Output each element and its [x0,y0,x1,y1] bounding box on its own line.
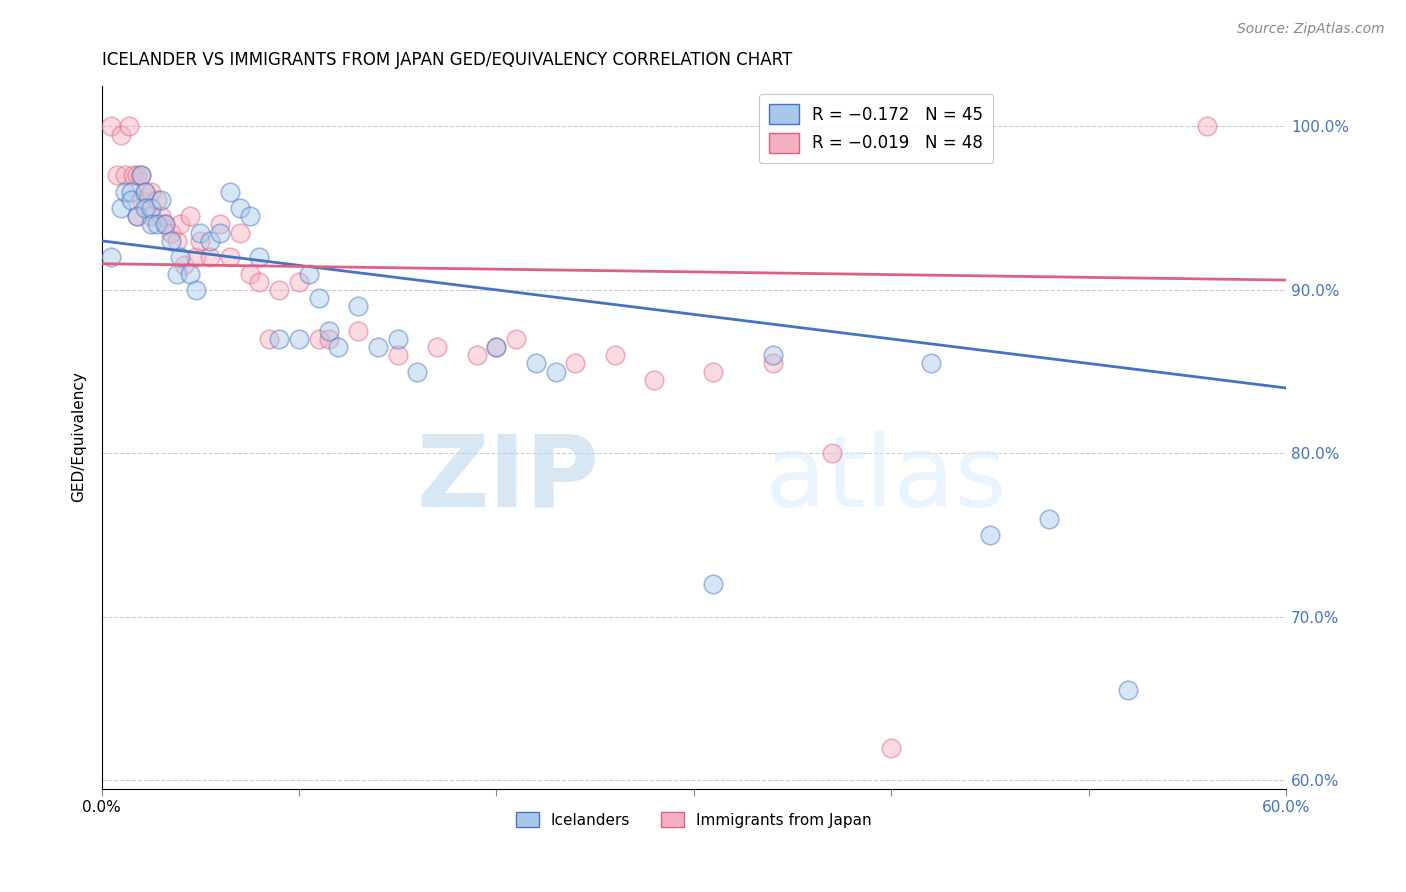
Point [166,267,188,281]
Point [134,201,156,215]
Point [465,348,488,362]
Point [125,169,148,183]
Text: Source: ZipAtlas.com: Source: ZipAtlas.com [1237,22,1385,37]
Point [146,193,169,207]
Point [821,446,844,460]
Point [485,340,508,354]
Text: ICELANDER VS IMMIGRANTS FROM JAPAN GED/EQUIVALENCY CORRELATION CHART: ICELANDER VS IMMIGRANTS FROM JAPAN GED/E… [101,51,792,69]
Point [188,226,211,240]
Point [318,324,340,338]
Point [100,250,122,264]
Point [564,356,586,370]
Point [1116,683,1139,698]
Point [120,185,142,199]
Point [249,275,271,289]
Point [139,209,162,223]
Point [173,258,195,272]
Y-axis label: GED/Equivalency: GED/Equivalency [72,372,86,502]
Point [218,185,240,199]
Point [125,209,148,223]
Point [328,340,350,354]
Point [228,226,250,240]
Point [208,226,231,240]
Point [239,209,262,223]
Point [269,332,291,346]
Point [1038,512,1060,526]
Point [139,201,162,215]
Point [762,356,785,370]
Point [347,324,370,338]
Text: atlas: atlas [765,431,1007,528]
Point [139,185,162,199]
Point [524,356,547,370]
Point [544,365,567,379]
Point [603,348,626,362]
Point [134,185,156,199]
Point [186,250,208,264]
Point [318,332,340,346]
Point [129,169,152,183]
Point [105,169,128,183]
Point [643,373,665,387]
Point [298,267,321,281]
Point [1195,120,1218,134]
Point [702,577,724,591]
Point [308,291,330,305]
Point [198,234,221,248]
Point [114,169,136,183]
Point [149,209,172,223]
Point [100,120,122,134]
Legend: Icelanders, Immigrants from Japan: Icelanders, Immigrants from Japan [510,805,877,834]
Point [979,528,1001,542]
Point [198,250,221,264]
Point [120,193,142,207]
Point [153,218,176,232]
Point [505,332,527,346]
Point [169,250,191,264]
Point [122,169,145,183]
Point [259,332,281,346]
Point [110,201,132,215]
Point [129,169,152,183]
Point [426,340,449,354]
Point [308,332,330,346]
Point [228,201,250,215]
Point [288,332,311,346]
Point [159,234,181,248]
Point [920,356,942,370]
Point [149,193,172,207]
Point [179,267,201,281]
Point [179,209,201,223]
Point [118,120,141,134]
Point [125,209,148,223]
Point [146,218,169,232]
Point [208,218,231,232]
Point [387,348,409,362]
Point [169,218,191,232]
Point [139,218,162,232]
Point [239,267,262,281]
Point [218,250,240,264]
Point [387,332,409,346]
Point [249,250,271,264]
Point [110,128,132,142]
Point [269,283,291,297]
Point [406,365,429,379]
Point [129,193,152,207]
Point [188,234,211,248]
Point [159,226,181,240]
Point [367,340,389,354]
Point [288,275,311,289]
Text: ZIP: ZIP [416,431,599,528]
Point [114,185,136,199]
Point [153,218,176,232]
Point [347,299,370,313]
Point [134,185,156,199]
Point [186,283,208,297]
Point [702,365,724,379]
Point [166,234,188,248]
Point [485,340,508,354]
Point [880,740,903,755]
Point [762,348,785,362]
